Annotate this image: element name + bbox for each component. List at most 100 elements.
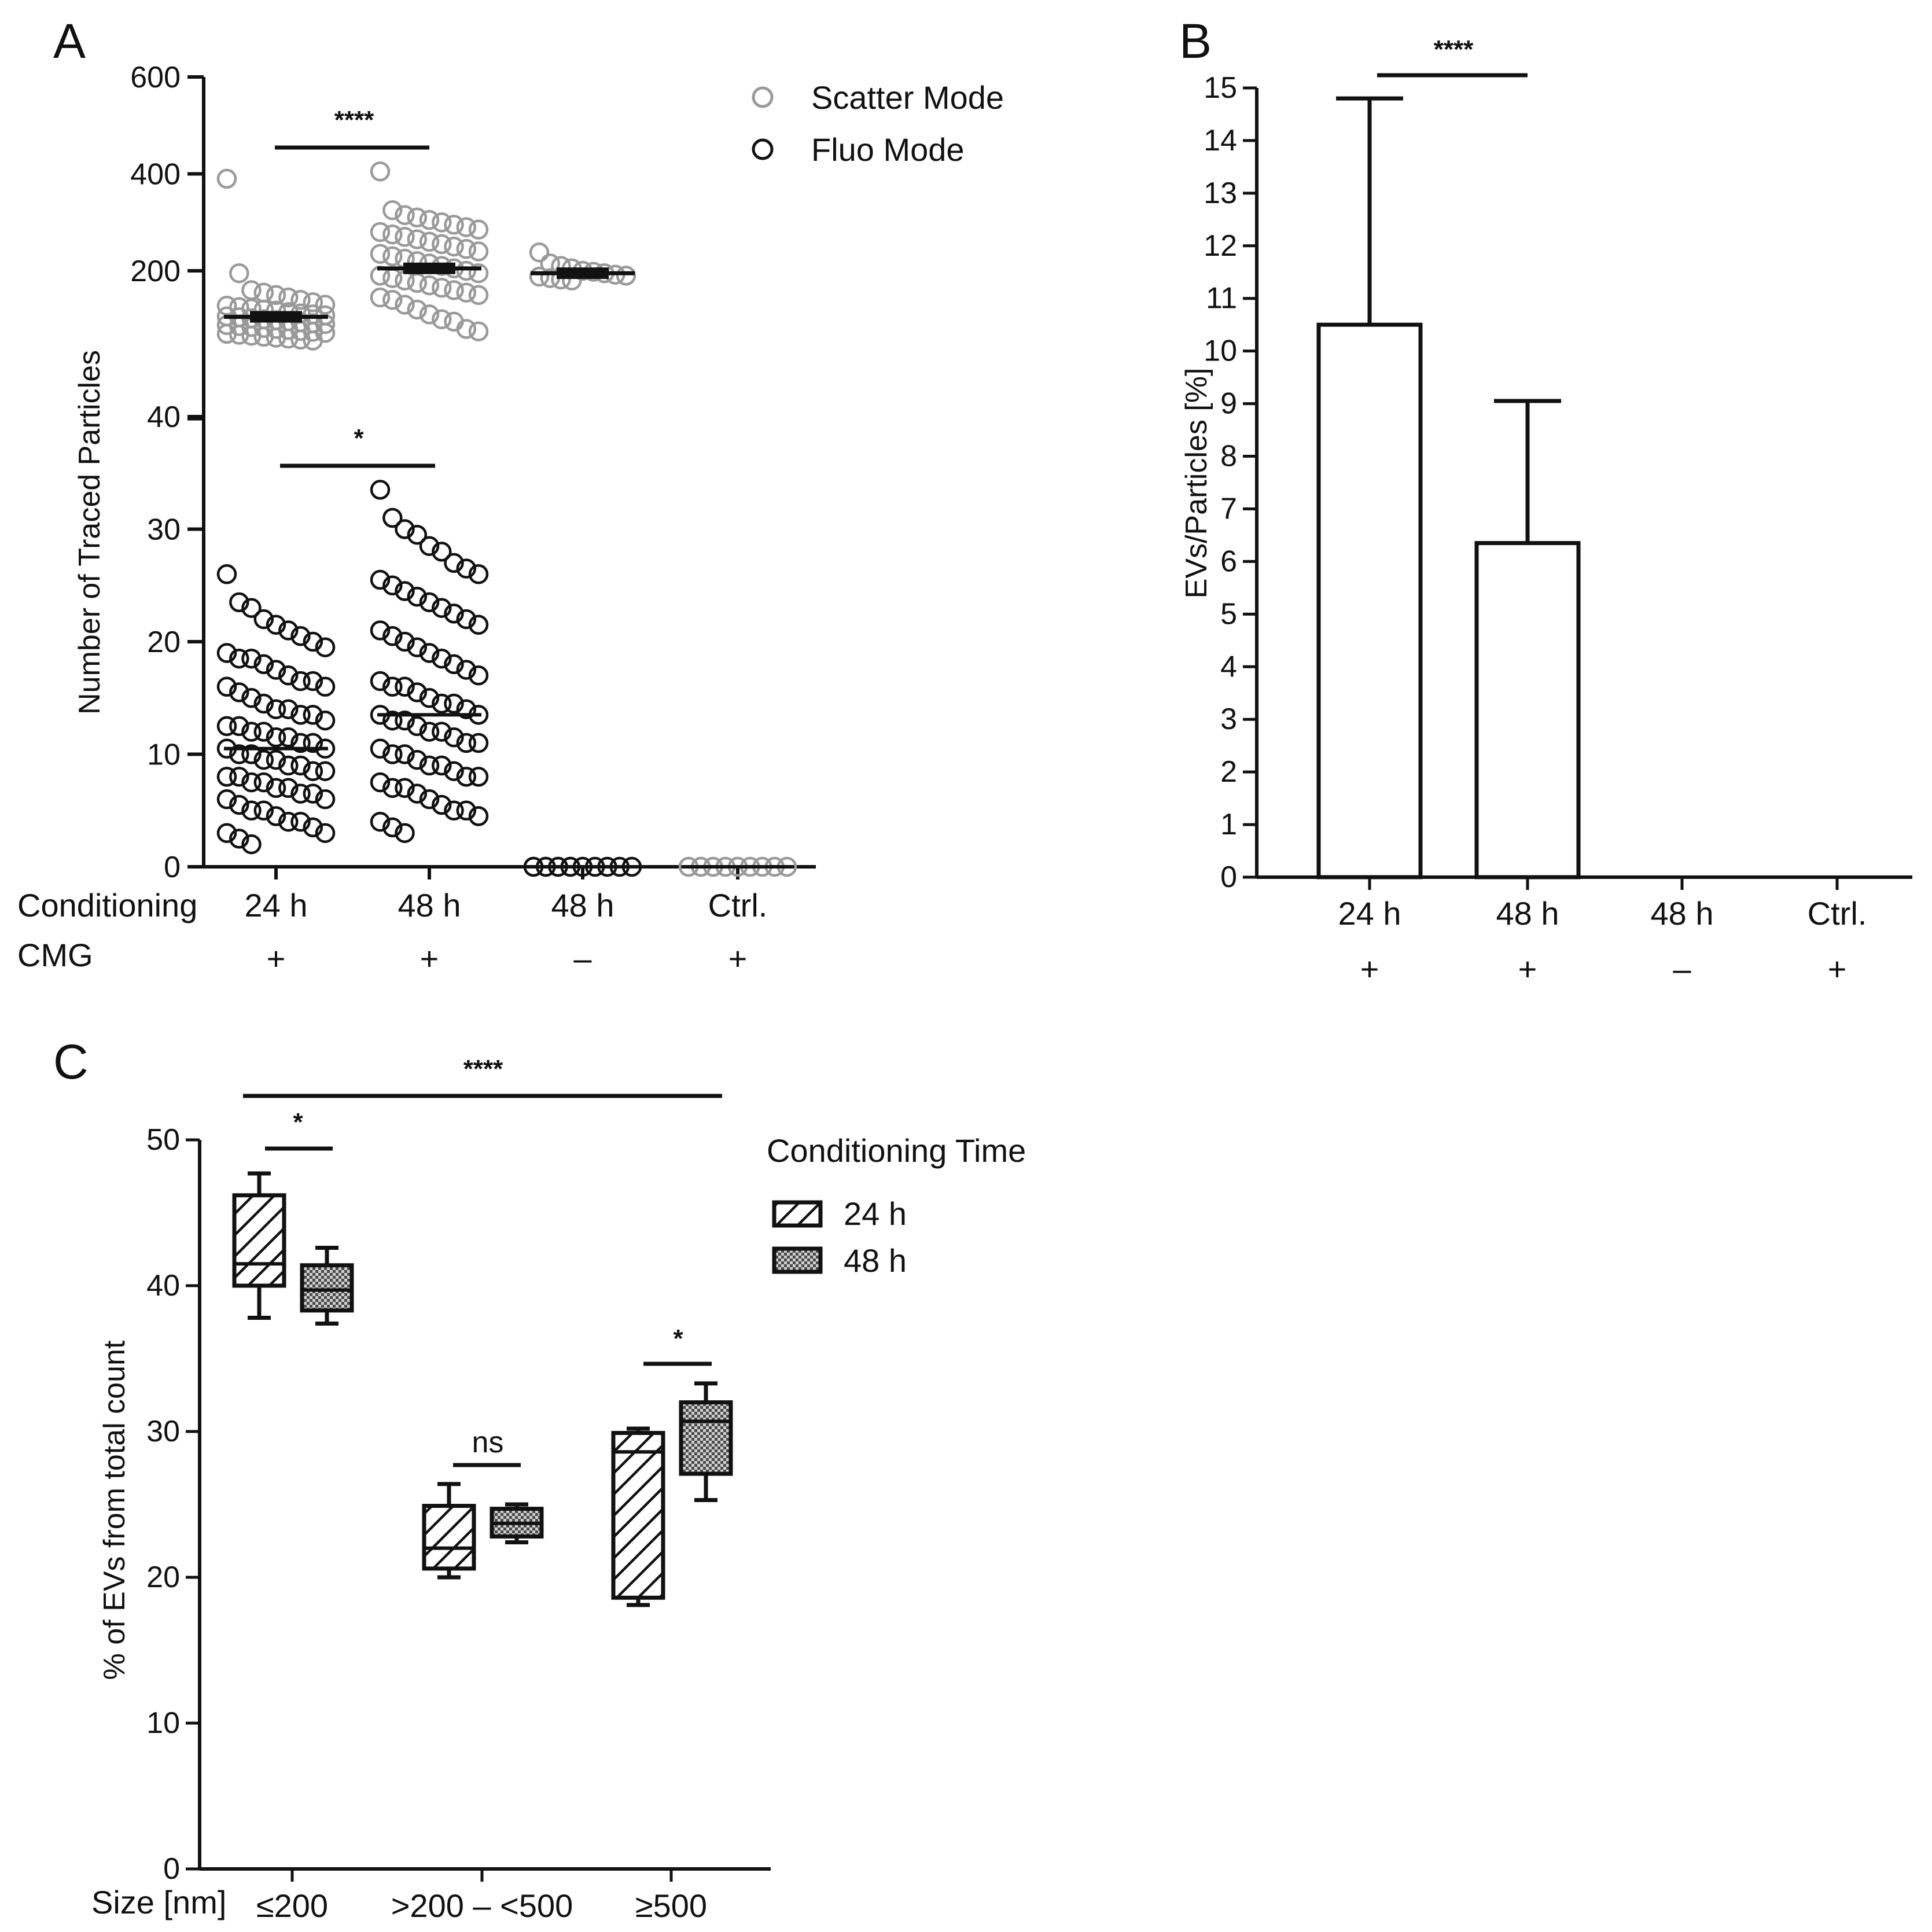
scatter-point: [395, 295, 415, 315]
fluo-point: [241, 722, 262, 742]
scatter-point: [444, 280, 464, 300]
scatter-point: [419, 231, 440, 252]
fluo-point: [382, 626, 403, 646]
scatter-point: [419, 304, 440, 325]
fluo-point: [315, 710, 336, 731]
row-label-cmg: CMG: [17, 937, 93, 973]
fluo-point: [290, 671, 311, 691]
sig-label-overall: ****: [463, 1055, 503, 1083]
cat-time: 48 h: [1496, 895, 1559, 932]
fluo-point: [278, 727, 299, 748]
fluo-point: [407, 586, 428, 607]
fluo-point: [303, 631, 323, 652]
fluo-point: [444, 603, 464, 624]
fluo-point: [407, 749, 428, 770]
y-tick-label: 40: [147, 400, 181, 434]
scatter-point: [370, 287, 391, 308]
fluo-point: [241, 772, 262, 793]
fluo-point: [216, 676, 237, 697]
fluo-point: [241, 598, 262, 618]
y-tick-label: 10: [147, 738, 181, 772]
fluo-point: [419, 592, 440, 613]
y-tick-label: 0: [1220, 860, 1237, 894]
panel-a-axes: 600 400 200 40 30 20 10 0: [130, 61, 816, 884]
fluo-point: [407, 716, 428, 737]
scatter-point: [370, 222, 391, 242]
legend-swatch-48h: [772, 1246, 823, 1274]
scatter-point: [253, 282, 274, 303]
fluo-point: [419, 643, 440, 663]
fluo-point: [444, 553, 464, 573]
fluo-point: [382, 817, 403, 838]
fluo-point: [419, 688, 440, 708]
scatter-point: [529, 242, 550, 263]
fluo-point: [456, 609, 477, 630]
fluo-point: [456, 699, 477, 719]
scatter-point: [456, 239, 477, 259]
fluo-point: [303, 705, 323, 725]
scatter-sem-box: [250, 311, 302, 323]
fluo-point: [290, 755, 311, 776]
fluo-point: [278, 620, 299, 641]
fluo-point: [407, 524, 428, 545]
fluo-point: [382, 575, 403, 596]
bar: [1316, 322, 1423, 879]
fluo-point: [370, 811, 391, 832]
fluo-point: [432, 598, 452, 618]
y-tick-label: 11: [1206, 282, 1237, 315]
panel-letter-a: A: [53, 14, 86, 68]
scatter-point: [419, 209, 440, 230]
fluo-point: [468, 614, 489, 635]
cat-cmg: –: [573, 940, 592, 977]
fluo-point: [253, 800, 274, 821]
scatter-point: [432, 309, 452, 330]
fluo-point: [290, 626, 311, 646]
y-tick-label: 6: [1220, 544, 1237, 578]
panel-c-category-labels: Size [nm] ≤200 >200 – <500 ≥500: [91, 1884, 707, 1924]
scatter-point: [303, 292, 323, 312]
cat-cmg: +: [1360, 951, 1379, 987]
fluo-point: [290, 811, 311, 832]
fluo-point: [444, 761, 464, 781]
fluo-point: [456, 660, 477, 680]
fluo-point: [468, 733, 489, 753]
cat-time: 24 h: [1338, 895, 1401, 932]
scatter-point: [432, 212, 452, 233]
fluo-point: [407, 682, 428, 702]
fluo-point: [432, 542, 452, 562]
fluo-point: [216, 564, 237, 584]
scatter-point: [241, 325, 262, 346]
y-tick-label: 8: [1220, 440, 1237, 473]
x-axis-title: Size [nm]: [91, 1884, 226, 1920]
fluo-point: [456, 558, 477, 579]
fluo-point: [395, 710, 415, 731]
row-label-conditioning: Conditioning: [17, 887, 197, 923]
y-tick-label: 40: [146, 1269, 180, 1302]
fluo-point: [468, 806, 489, 826]
panel-a-means: [224, 262, 790, 869]
fluo-point: [290, 783, 311, 804]
fluo-point: [382, 507, 403, 528]
fluo-point: [266, 806, 286, 826]
y-tick-label: 50: [146, 1123, 180, 1157]
cat-time: Ctrl.: [708, 887, 768, 923]
panel-a-significance: **** *: [275, 106, 435, 468]
fluo-point: [315, 789, 336, 809]
fluo-point: [407, 637, 428, 657]
y-tick-label: 10: [1204, 334, 1237, 368]
panel-letter-c: C: [53, 1035, 89, 1089]
scatter-point: [370, 244, 391, 264]
fluo-point: [278, 755, 299, 776]
scatter-point: [419, 275, 440, 296]
cat-cmg: +: [728, 940, 748, 977]
panel-b-y-axis-title: EVs/Particles [%]: [1180, 368, 1213, 599]
fluo-point: [395, 823, 415, 843]
fluo-point: [382, 744, 403, 764]
fluo-point: [278, 811, 299, 832]
scatter-point: [253, 326, 274, 347]
fluo-point: [432, 794, 452, 815]
fluo-point: [229, 794, 249, 815]
